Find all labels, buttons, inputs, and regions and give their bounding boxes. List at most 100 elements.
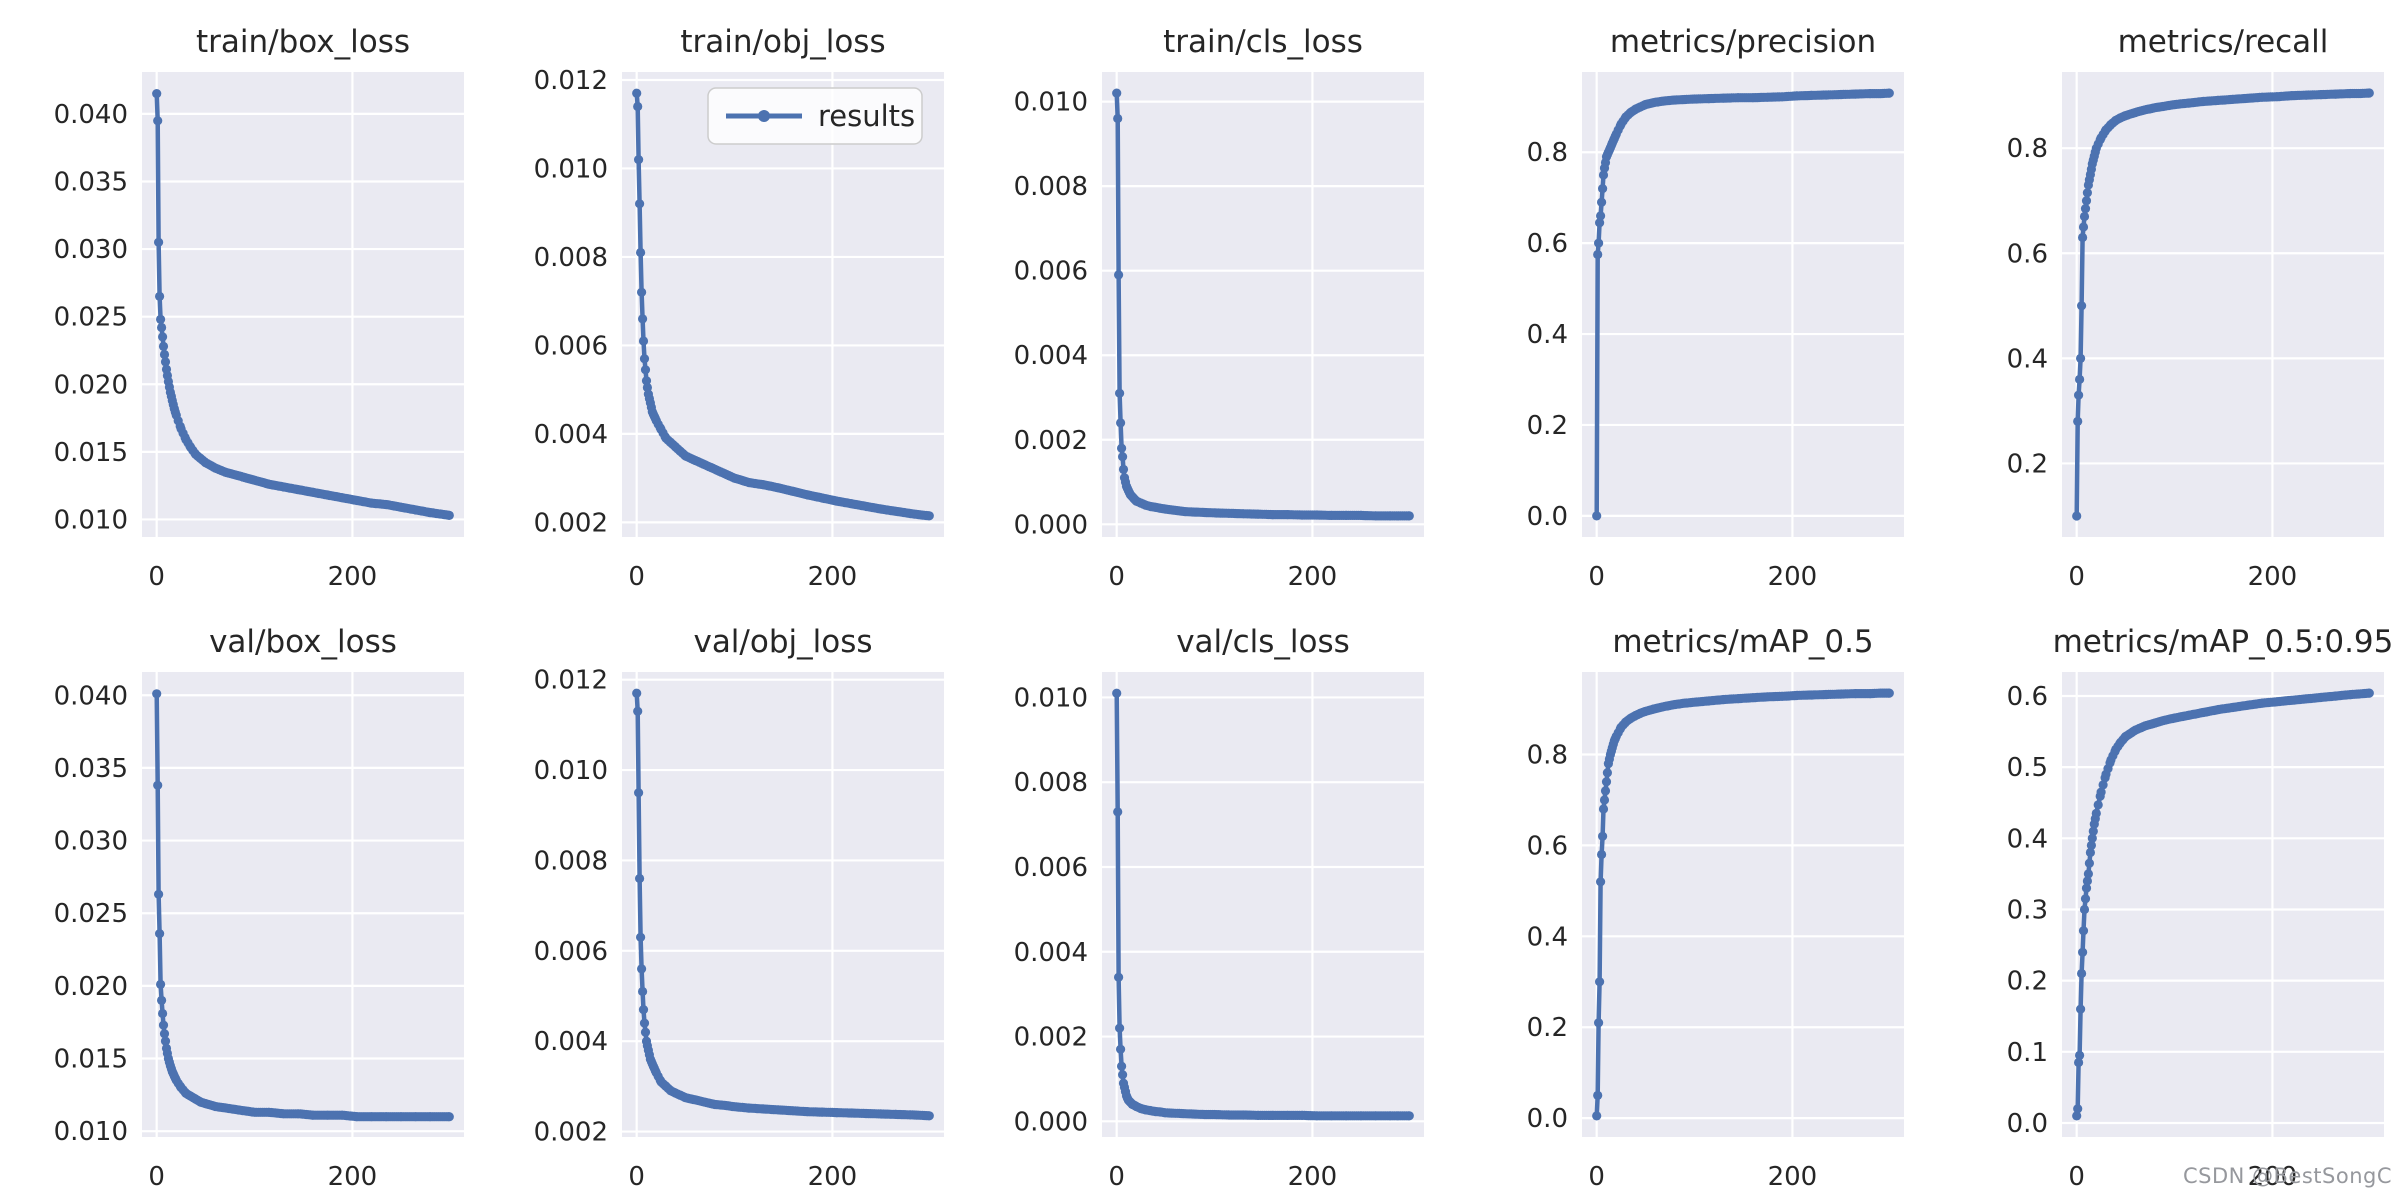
svg-text:0.008: 0.008 <box>534 243 608 273</box>
svg-text:0.006: 0.006 <box>1014 853 1088 883</box>
svg-text:0: 0 <box>1108 562 1125 592</box>
svg-text:0.000: 0.000 <box>1014 1107 1088 1137</box>
svg-text:200: 200 <box>1768 1162 1818 1192</box>
metrics-map50-chart: 0.8 0.6 0.4 0.2 0.0 0 200 metrics/mAP_0.5 <box>1527 624 1904 1192</box>
subplot-metrics-precision: 0.8 0.6 0.4 0.2 0.0 0 200 metrics/precision <box>1440 0 1920 600</box>
svg-text:0.010: 0.010 <box>1014 683 1088 713</box>
svg-text:0: 0 <box>1588 1162 1605 1192</box>
svg-text:0.0: 0.0 <box>1527 1104 1568 1134</box>
svg-text:0.010: 0.010 <box>534 154 608 184</box>
subplot-metrics-map50: 0.8 0.6 0.4 0.2 0.0 0 200 metrics/mAP_0.5 <box>1440 600 1920 1200</box>
svg-text:0: 0 <box>2068 1162 2085 1192</box>
svg-text:200: 200 <box>2248 562 2298 592</box>
svg-text:0.010: 0.010 <box>54 1117 128 1147</box>
subplot-metrics-map50-95: 0.6 0.5 0.4 0.3 0.2 0.1 0.0 0 200 metrics/mAP_0.5… <box>1920 600 2400 1200</box>
svg-text:0.006: 0.006 <box>1014 257 1088 287</box>
subplot-train-box-loss: 0.040 0.035 0.030 0.025 0.020 0.015 0.010 0 200 t… <box>0 0 480 600</box>
svg-text:0.010: 0.010 <box>1014 88 1088 118</box>
svg-text:0.025: 0.025 <box>54 303 128 333</box>
svg-text:0.2: 0.2 <box>1527 1013 1568 1043</box>
svg-text:0.6: 0.6 <box>2007 682 2048 712</box>
metrics-recall-chart: 0.8 0.6 0.4 0.2 0 200 metrics/recall <box>2007 24 2384 592</box>
subplot-metrics-recall: 0.8 0.6 0.4 0.2 0 200 metrics/recall <box>1920 0 2400 600</box>
train-obj-loss-chart: 0.012 0.010 0.008 0.006 0.004 0.002 0 200 train/… <box>534 24 944 592</box>
svg-text:val/box_loss: val/box_loss <box>209 624 397 660</box>
svg-text:0.030: 0.030 <box>54 235 128 265</box>
svg-text:0.004: 0.004 <box>1014 341 1088 371</box>
subplot-val-obj-loss: 0.012 0.010 0.008 0.006 0.004 0.002 0 200 val/ob… <box>480 600 960 1200</box>
svg-text:0.008: 0.008 <box>534 846 608 876</box>
svg-text:0.020: 0.020 <box>54 972 128 1002</box>
svg-text:0: 0 <box>628 1162 645 1192</box>
svg-text:0.025: 0.025 <box>54 899 128 929</box>
watermark: CSDN @BestSongC <box>2182 1164 2392 1188</box>
svg-text:0.035: 0.035 <box>54 754 128 784</box>
svg-text:0: 0 <box>1108 1162 1125 1192</box>
subplot-train-obj-loss: 0.012 0.010 0.008 0.006 0.004 0.002 0 200 train/… <box>480 0 960 600</box>
svg-text:train/cls_loss: train/cls_loss <box>1163 24 1363 60</box>
subplot-val-box-loss: 0.040 0.035 0.030 0.025 0.020 0.015 0.010 0 200 v… <box>0 600 480 1200</box>
svg-text:0.8: 0.8 <box>1527 741 1568 771</box>
svg-text:0.000: 0.000 <box>1014 510 1088 540</box>
svg-text:val/cls_loss: val/cls_loss <box>1176 624 1350 660</box>
svg-text:0.6: 0.6 <box>2007 239 2048 269</box>
svg-text:0.010: 0.010 <box>54 505 128 535</box>
svg-text:200: 200 <box>1768 562 1818 592</box>
train-cls-loss-chart: 0.010 0.008 0.006 0.004 0.002 0.000 0 200 train/… <box>1014 24 1424 592</box>
svg-text:val/obj_loss: val/obj_loss <box>693 624 872 660</box>
svg-text:0.004: 0.004 <box>534 1027 608 1057</box>
train-box-loss-chart: 0.040 0.035 0.030 0.025 0.020 0.015 0.010 0 200 t… <box>54 24 464 592</box>
svg-text:0: 0 <box>148 1162 165 1192</box>
svg-text:0.1: 0.1 <box>2007 1038 2048 1068</box>
svg-text:0.030: 0.030 <box>54 827 128 857</box>
svg-text:0: 0 <box>148 562 165 592</box>
svg-text:0.002: 0.002 <box>534 508 608 538</box>
svg-text:0.040: 0.040 <box>54 681 128 711</box>
metrics-map50-95-chart: 0.6 0.5 0.4 0.3 0.2 0.1 0.0 0 200 metrics/mAP_0.5… <box>2007 624 2394 1192</box>
svg-text:0.004: 0.004 <box>1014 938 1088 968</box>
svg-text:200: 200 <box>328 1162 378 1192</box>
svg-text:0.008: 0.008 <box>1014 768 1088 798</box>
svg-text:0.2: 0.2 <box>1527 411 1568 441</box>
svg-text:0.3: 0.3 <box>2007 895 2048 925</box>
svg-text:0.8: 0.8 <box>1527 138 1568 168</box>
svg-text:0.015: 0.015 <box>54 1045 128 1075</box>
val-box-loss-chart: 0.040 0.035 0.030 0.025 0.020 0.015 0.010 0 200 v… <box>54 624 464 1192</box>
svg-text:200: 200 <box>328 562 378 592</box>
svg-text:0: 0 <box>1588 562 1605 592</box>
svg-text:0.035: 0.035 <box>54 167 128 197</box>
svg-text:0.4: 0.4 <box>1527 320 1568 350</box>
svg-text:metrics/recall: metrics/recall <box>2118 24 2329 60</box>
svg-text:0: 0 <box>2068 562 2085 592</box>
svg-text:0.5: 0.5 <box>2007 753 2048 783</box>
svg-text:200: 200 <box>1288 562 1338 592</box>
svg-text:0.008: 0.008 <box>1014 172 1088 202</box>
metrics-precision-chart: 0.8 0.6 0.4 0.2 0.0 0 200 metrics/precision <box>1527 24 1904 592</box>
svg-text:0.8: 0.8 <box>2007 134 2048 164</box>
svg-text:0.4: 0.4 <box>2007 344 2048 374</box>
svg-text:0.020: 0.020 <box>54 370 128 400</box>
svg-text:0.6: 0.6 <box>1527 229 1568 259</box>
svg-text:0.012: 0.012 <box>534 666 608 696</box>
svg-text:0.006: 0.006 <box>534 937 608 967</box>
svg-text:metrics/mAP_0.5:0.95: metrics/mAP_0.5:0.95 <box>2053 624 2394 660</box>
svg-text:0.012: 0.012 <box>534 66 608 96</box>
svg-text:200: 200 <box>808 562 858 592</box>
val-cls-loss-chart: 0.010 0.008 0.006 0.004 0.002 0.000 0 200 val/cl… <box>1014 624 1424 1192</box>
subplot-val-cls-loss: 0.010 0.008 0.006 0.004 0.002 0.000 0 200 val/cl… <box>960 600 1440 1200</box>
subplot-train-cls-loss: 0.010 0.008 0.006 0.004 0.002 0.000 0 200 train/… <box>960 0 1440 600</box>
svg-text:0.2: 0.2 <box>2007 967 2048 997</box>
svg-text:0.2: 0.2 <box>2007 449 2048 479</box>
val-obj-loss-chart: 0.012 0.010 0.008 0.006 0.004 0.002 0 200 val/ob… <box>534 624 944 1192</box>
svg-text:metrics/mAP_0.5: metrics/mAP_0.5 <box>1612 624 1873 660</box>
svg-text:0.4: 0.4 <box>1527 922 1568 952</box>
svg-text:200: 200 <box>808 1162 858 1192</box>
svg-text:200: 200 <box>2248 1162 2298 1192</box>
svg-text:0.6: 0.6 <box>1527 831 1568 861</box>
svg-text:results: results <box>818 99 915 133</box>
svg-text:train/box_loss: train/box_loss <box>196 24 410 60</box>
svg-text:0.002: 0.002 <box>534 1118 608 1148</box>
svg-text:0.4: 0.4 <box>2007 824 2048 854</box>
svg-text:0: 0 <box>628 562 645 592</box>
